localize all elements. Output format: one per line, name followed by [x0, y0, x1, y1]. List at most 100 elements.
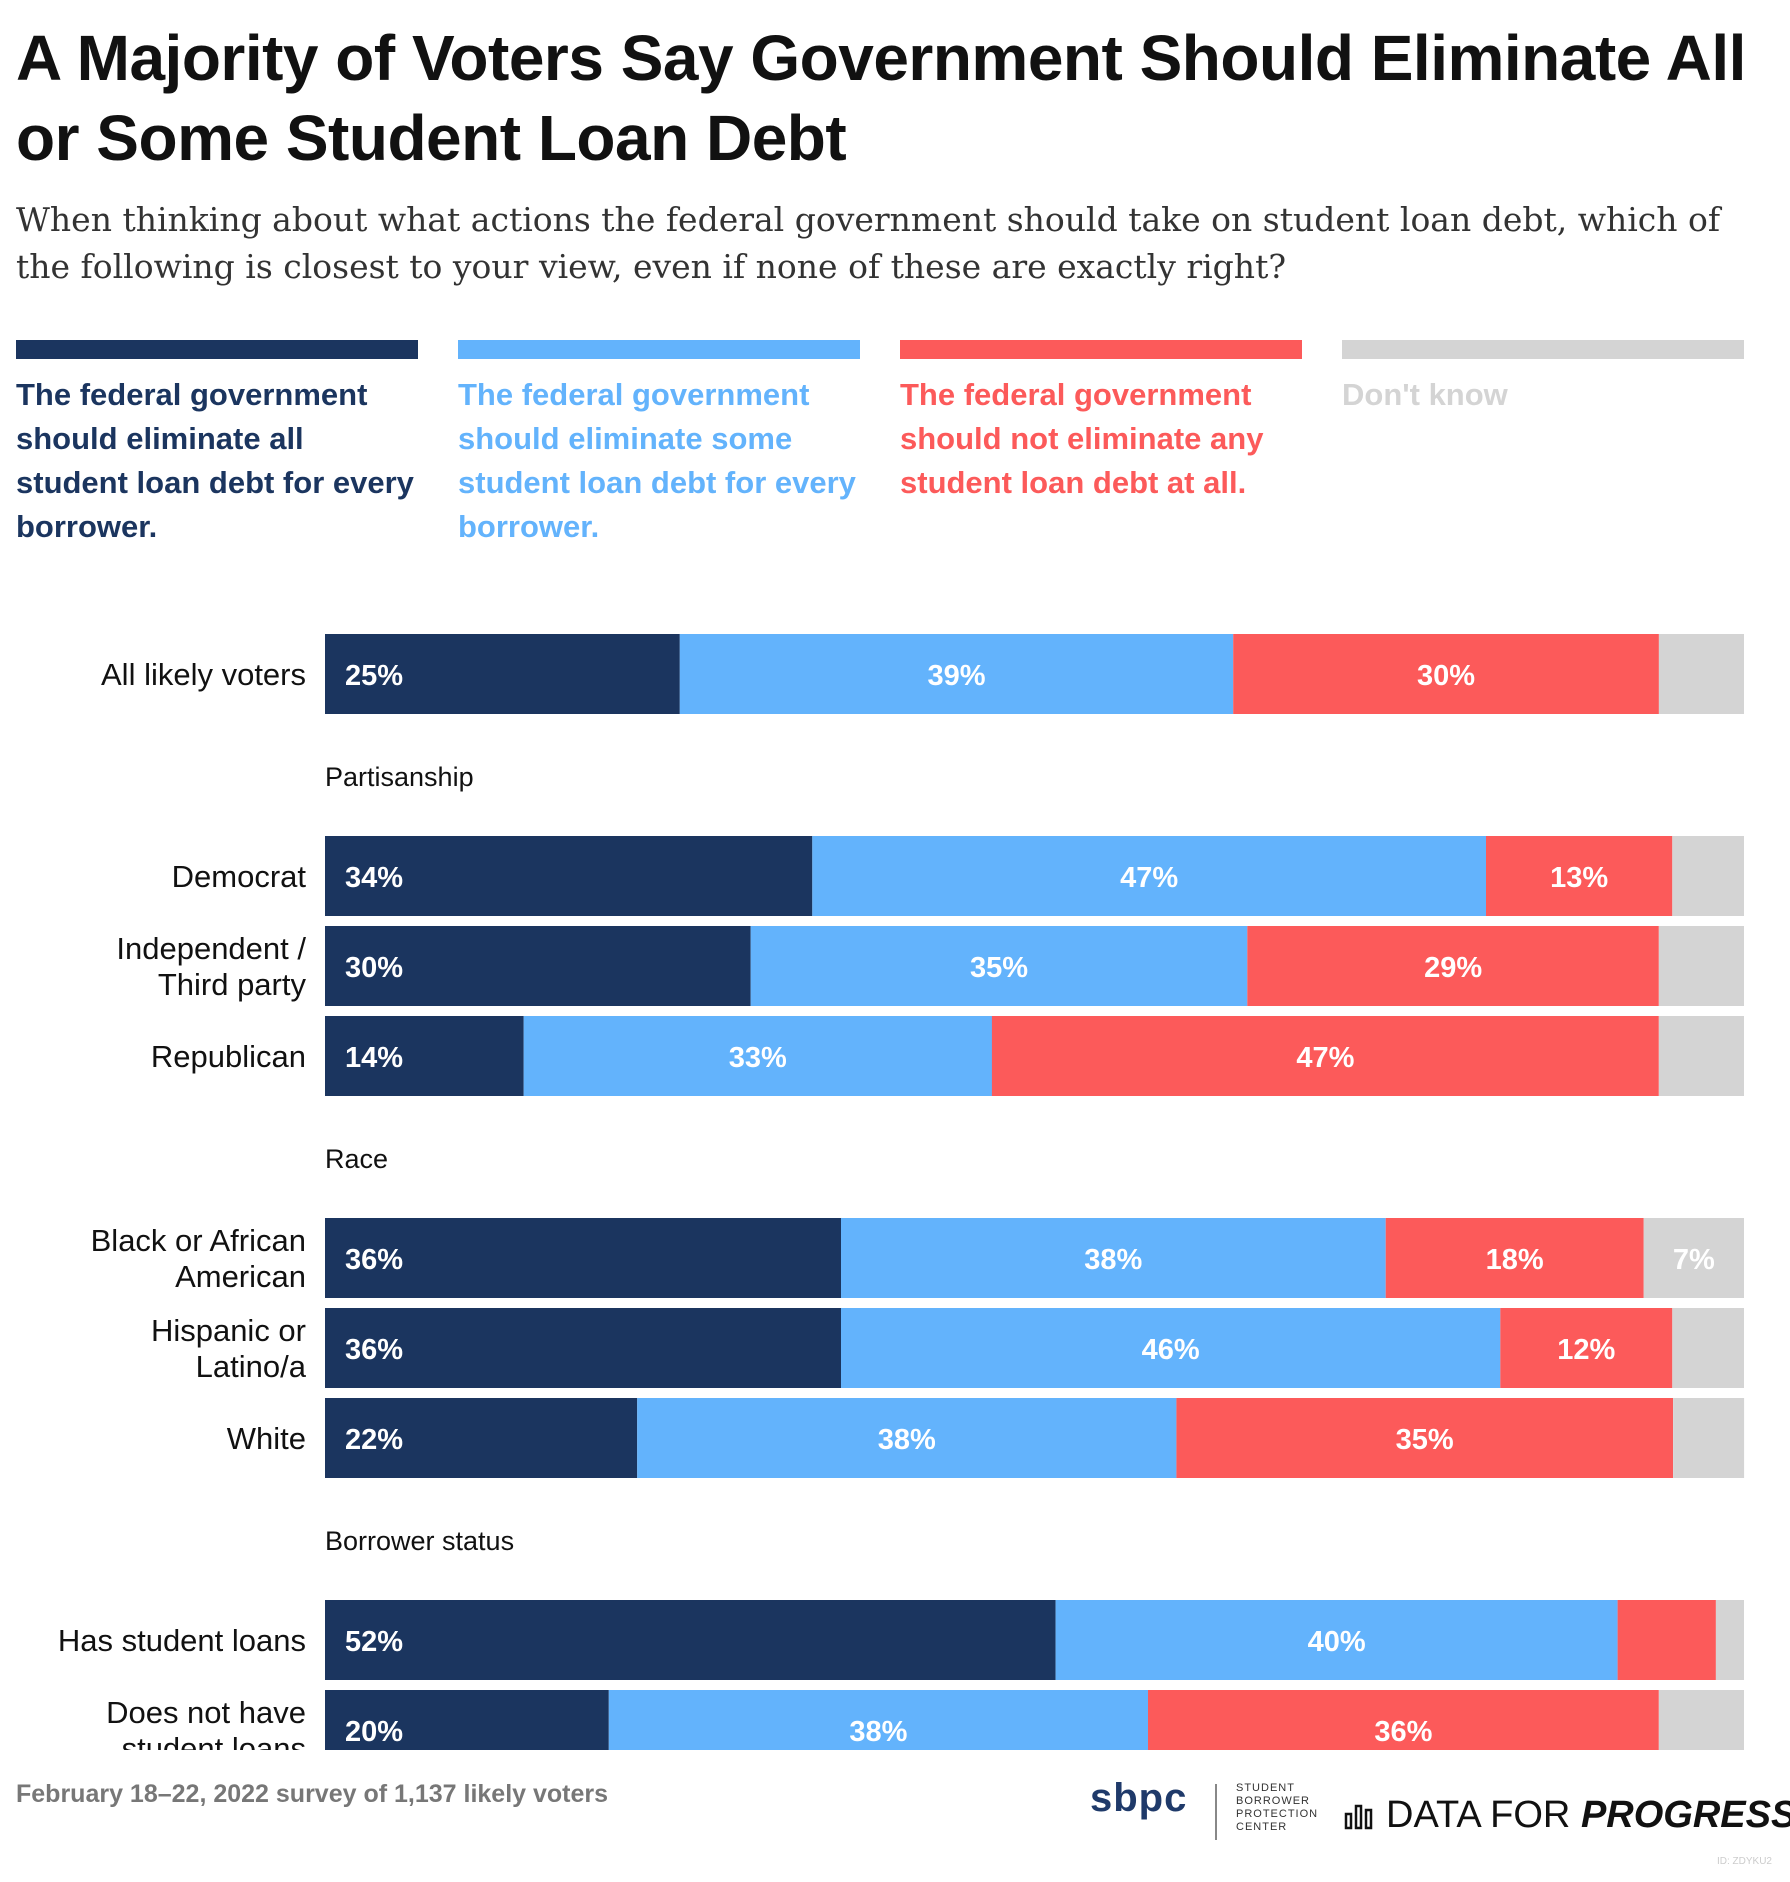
- bar-segment-white-0: [325, 1398, 638, 1478]
- bar-segment-black-or-african-american-3: [1643, 1218, 1744, 1298]
- bar-segment-republican-1: [523, 1016, 992, 1096]
- data-for-progress-logo: DATA FOR PROGRESS: [1344, 1794, 1790, 1840]
- bar-segment-republican-0: [325, 1016, 524, 1096]
- bar-segment-black-or-african-american-2: [1385, 1218, 1644, 1298]
- data-label-democrat-1: 47%: [1120, 862, 1178, 894]
- bar-segment-does-not-have-student-loans-0: [325, 1690, 609, 1750]
- data-label-democrat-2: 13%: [1550, 862, 1608, 894]
- data-label-has-student-loans-0: 52%: [345, 1626, 403, 1658]
- legend-swatch: [1342, 340, 1744, 359]
- data-label-independent-third-party-1: 35%: [970, 952, 1028, 984]
- data-label-all-likely-voters-2: 30%: [1417, 660, 1475, 692]
- legend-label: The federal government should eliminate …: [16, 377, 414, 544]
- data-label-all-likely-voters-1: 39%: [927, 660, 985, 692]
- bar-segment-democrat-2: [1486, 836, 1673, 916]
- row-label-hispanic-or-latino-a: Hispanic or Latino/a: [151, 1313, 307, 1384]
- bar-segment-hispanic-or-latino-a-3: [1672, 1308, 1744, 1388]
- bar-segment-hispanic-or-latino-a-2: [1500, 1308, 1673, 1388]
- dfp-logo-text: DATA FOR: [1386, 1794, 1571, 1836]
- bar-segment-has-student-loans-3: [1715, 1600, 1744, 1680]
- bar-segment-does-not-have-student-loans-1: [608, 1690, 1148, 1750]
- bar-segment-independent-third-party-2: [1247, 926, 1659, 1006]
- legend-item-eliminate-some: The federal government should eliminate …: [458, 340, 860, 549]
- sbpc-logo: sbpc STUDENT BORROWER PROTECTION CENTER: [1090, 1772, 1317, 1852]
- bar-segment-independent-third-party-0: [325, 926, 751, 1006]
- legend-label: Don't know: [1342, 377, 1508, 412]
- bar-segment-all-likely-voters-2: [1233, 634, 1659, 714]
- data-label-black-or-african-american-3: 7%: [1673, 1244, 1715, 1276]
- chart-id: ID: ZDYKU2: [1716, 1856, 1772, 1867]
- bar-segment-black-or-african-american-0: [325, 1218, 841, 1298]
- bar-segment-all-likely-voters-1: [679, 634, 1234, 714]
- data-label-black-or-african-american-1: 38%: [1084, 1244, 1142, 1276]
- bar-segment-does-not-have-student-loans-2: [1148, 1690, 1659, 1750]
- group-header-borrower-status: Borrower status: [325, 1526, 514, 1556]
- data-label-has-student-loans-1: 40%: [1308, 1626, 1366, 1658]
- legend-item-dont-know: Don't know: [1342, 340, 1744, 417]
- sbpc-logo-text: STUDENT BORROWER PROTECTION CENTER: [1236, 1782, 1318, 1834]
- sbpc-line: BORROWER: [1236, 1795, 1310, 1807]
- bar-segment-does-not-have-student-loans-3: [1658, 1690, 1744, 1750]
- group-header-partisanship: Partisanship: [325, 762, 474, 792]
- bar-segment-has-student-loans-2: [1617, 1600, 1716, 1680]
- row-label-republican: Republican: [151, 1039, 306, 1074]
- bar-segment-white-1: [637, 1398, 1177, 1478]
- data-label-democrat-0: 34%: [345, 862, 403, 894]
- row-label-does-not-have-student-loans: Does not have student loans: [106, 1695, 306, 1750]
- footnote: February 18–22, 2022 survey of 1,137 lik…: [16, 1780, 609, 1808]
- data-label-republican-1: 33%: [729, 1042, 787, 1074]
- data-label-white-1: 38%: [878, 1424, 936, 1456]
- bar-segment-democrat-3: [1672, 836, 1744, 916]
- bar-segment-all-likely-voters-3: [1658, 634, 1744, 714]
- dfp-logo-text-bold: PROGRESS: [1580, 1794, 1790, 1836]
- data-label-independent-third-party-0: 30%: [345, 952, 403, 984]
- data-label-hispanic-or-latino-a-2: 12%: [1557, 1334, 1615, 1366]
- bar-segment-white-3: [1673, 1398, 1745, 1478]
- bar-segment-has-student-loans-0: [325, 1600, 1056, 1680]
- legend-item-eliminate-all: The federal government should eliminate …: [16, 340, 418, 549]
- bar-segment-independent-third-party-3: [1658, 926, 1744, 1006]
- data-label-black-or-african-american-2: 18%: [1486, 1244, 1544, 1276]
- data-label-hispanic-or-latino-a-0: 36%: [345, 1334, 403, 1366]
- bar-segment-all-likely-voters-0: [325, 634, 680, 714]
- bar-segment-hispanic-or-latino-a-0: [325, 1308, 841, 1388]
- legend-swatch: [900, 340, 1302, 359]
- logo-divider: [1215, 1784, 1217, 1840]
- data-label-republican-0: 14%: [345, 1042, 403, 1074]
- bar-segment-hispanic-or-latino-a-1: [841, 1308, 1501, 1388]
- row-label-black-or-african-american: Black or African American: [91, 1223, 306, 1294]
- group-header-race: Race: [325, 1144, 388, 1174]
- data-label-hispanic-or-latino-a-1: 46%: [1142, 1334, 1200, 1366]
- legend-swatch: [458, 340, 860, 359]
- sbpc-line: STUDENT: [1236, 1782, 1295, 1794]
- stacked-bar-chart: All likely voters 25% 39% 30% Partisanship De…: [58, 634, 1745, 1750]
- bar-chart-icon: [1344, 1797, 1374, 1840]
- bar-segment-black-or-african-american-1: [841, 1218, 1386, 1298]
- data-label-does-not-have-student-loans-2: 36%: [1374, 1716, 1432, 1748]
- data-label-independent-third-party-2: 29%: [1424, 952, 1482, 984]
- row-label-democrat: Democrat: [172, 859, 307, 894]
- chart-subtitle: When thinking about what actions the fed…: [16, 200, 1721, 286]
- row-label-white: White: [227, 1421, 306, 1456]
- sbpc-line: CENTER: [1236, 1821, 1288, 1833]
- legend-item-eliminate-none: The federal government should not elimin…: [900, 340, 1302, 505]
- legend-swatch: [16, 340, 418, 359]
- bar-segment-democrat-1: [812, 836, 1486, 916]
- legend-label: The federal government should eliminate …: [458, 377, 856, 544]
- data-label-white-2: 35%: [1396, 1424, 1454, 1456]
- bar-segment-has-student-loans-1: [1055, 1600, 1618, 1680]
- bar-segment-democrat-0: [325, 836, 813, 916]
- sbpc-logo-mark: sbpc: [1090, 1776, 1188, 1820]
- bar-segment-republican-2: [991, 1016, 1659, 1096]
- data-label-does-not-have-student-loans-1: 38%: [849, 1716, 907, 1748]
- bar-segment-independent-third-party-1: [750, 926, 1248, 1006]
- data-label-republican-2: 47%: [1296, 1042, 1354, 1074]
- row-label-all-likely-voters: All likely voters: [101, 657, 306, 692]
- legend-label: The federal government should not elimin…: [900, 377, 1264, 500]
- data-label-all-likely-voters-0: 25%: [345, 660, 403, 692]
- data-label-white-0: 22%: [345, 1424, 403, 1456]
- sbpc-line: PROTECTION: [1236, 1808, 1319, 1820]
- row-label-independent-third-party: Independent / Third party: [116, 931, 306, 1002]
- data-label-black-or-african-american-0: 36%: [345, 1244, 403, 1276]
- bar-segment-republican-3: [1658, 1016, 1744, 1096]
